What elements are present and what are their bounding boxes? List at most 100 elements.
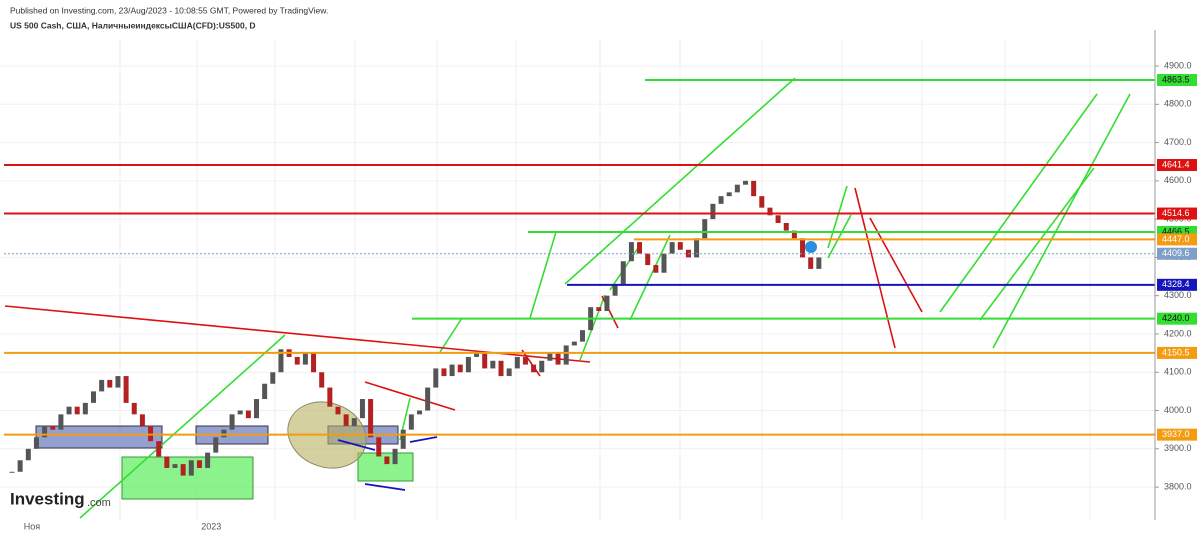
candle bbox=[156, 441, 162, 457]
candle bbox=[74, 406, 80, 415]
candle bbox=[677, 242, 683, 250]
candle bbox=[66, 406, 72, 415]
level-tag bbox=[1157, 207, 1197, 220]
candle bbox=[628, 242, 634, 262]
candle bbox=[702, 219, 708, 239]
symbol-title: US 500 Cash, США, НаличныеиндексыСША(CFD… bbox=[10, 20, 256, 30]
candle bbox=[612, 284, 618, 296]
candle bbox=[694, 238, 700, 258]
candle bbox=[620, 261, 626, 285]
level-label: 4514.6 bbox=[1162, 208, 1190, 218]
candle bbox=[343, 414, 349, 426]
level-tag bbox=[1157, 247, 1197, 260]
candle bbox=[808, 257, 814, 269]
candle bbox=[734, 184, 740, 193]
candle bbox=[213, 437, 219, 453]
candle bbox=[563, 345, 569, 365]
candle bbox=[457, 364, 463, 373]
level-label: 4641.4 bbox=[1162, 159, 1190, 169]
level-tag bbox=[1157, 346, 1197, 359]
candle bbox=[669, 242, 675, 254]
candle bbox=[637, 242, 643, 254]
candle bbox=[759, 196, 765, 208]
candle bbox=[506, 368, 512, 377]
candle bbox=[816, 257, 822, 269]
y-tick-label: 4000.0 bbox=[1164, 405, 1192, 415]
zone-box bbox=[121, 456, 254, 500]
candle bbox=[270, 372, 276, 384]
x-tick-label: Ноя bbox=[24, 521, 41, 531]
candle bbox=[180, 464, 186, 476]
candle bbox=[392, 448, 398, 465]
candle bbox=[50, 425, 56, 430]
level-tag bbox=[1157, 233, 1197, 246]
candle bbox=[237, 410, 243, 415]
candle bbox=[751, 180, 757, 197]
candle bbox=[408, 414, 414, 430]
candle bbox=[449, 364, 455, 377]
candle bbox=[229, 414, 235, 430]
level-label: 3937.0 bbox=[1162, 429, 1190, 439]
candle bbox=[384, 456, 390, 465]
level-label: 4447.0 bbox=[1162, 234, 1190, 244]
y-tick-label: 4700.0 bbox=[1164, 137, 1192, 147]
candle bbox=[653, 265, 659, 273]
level-label: 4328.4 bbox=[1162, 279, 1190, 289]
candle bbox=[351, 418, 357, 426]
candle bbox=[42, 425, 48, 438]
candle bbox=[17, 460, 23, 472]
candle bbox=[767, 207, 773, 216]
grid: 3800.03900.04000.04100.04200.04300.04400… bbox=[0, 60, 1192, 491]
candle bbox=[783, 222, 789, 231]
candle bbox=[718, 196, 724, 204]
candle bbox=[58, 414, 64, 430]
candle bbox=[425, 387, 431, 411]
candle bbox=[245, 410, 251, 419]
candle bbox=[522, 356, 528, 365]
candle bbox=[710, 203, 716, 220]
level-label: 4240.0 bbox=[1162, 313, 1190, 323]
candle bbox=[327, 387, 333, 407]
candle bbox=[91, 391, 96, 403]
candle bbox=[482, 353, 488, 369]
candle bbox=[294, 356, 300, 365]
y-tick-label: 4300.0 bbox=[1164, 290, 1192, 300]
candle bbox=[474, 353, 480, 357]
candle bbox=[33, 437, 39, 449]
candle bbox=[164, 456, 170, 468]
candle bbox=[99, 379, 105, 392]
candle bbox=[262, 383, 268, 400]
candle bbox=[335, 406, 341, 415]
candle bbox=[311, 353, 317, 373]
level-label: 4409.6 bbox=[1162, 248, 1190, 258]
candle bbox=[188, 460, 194, 476]
candle bbox=[645, 253, 651, 266]
candle bbox=[368, 399, 374, 438]
level-tag bbox=[1157, 74, 1197, 86]
candle bbox=[139, 414, 145, 426]
candle bbox=[123, 376, 129, 403]
candle bbox=[131, 402, 137, 415]
candles bbox=[9, 180, 822, 476]
candle bbox=[205, 452, 211, 468]
candle bbox=[775, 215, 781, 223]
candle bbox=[743, 180, 748, 185]
y-tick-label: 4200.0 bbox=[1164, 328, 1192, 338]
y-tick-label: 4900.0 bbox=[1164, 60, 1192, 70]
candle bbox=[547, 353, 553, 361]
logo-suffix: .com bbox=[87, 497, 111, 509]
y-tick-label: 3800.0 bbox=[1164, 481, 1192, 491]
candle bbox=[596, 307, 602, 312]
candle bbox=[148, 425, 154, 442]
y-tick-label: 4800.0 bbox=[1164, 99, 1192, 109]
candle bbox=[172, 464, 178, 468]
candle bbox=[726, 192, 732, 197]
candle bbox=[107, 379, 113, 388]
candle bbox=[115, 376, 121, 388]
candle bbox=[604, 295, 610, 312]
level-tag bbox=[1157, 278, 1197, 291]
level-tag bbox=[1157, 312, 1197, 325]
level-tag bbox=[1157, 428, 1197, 441]
